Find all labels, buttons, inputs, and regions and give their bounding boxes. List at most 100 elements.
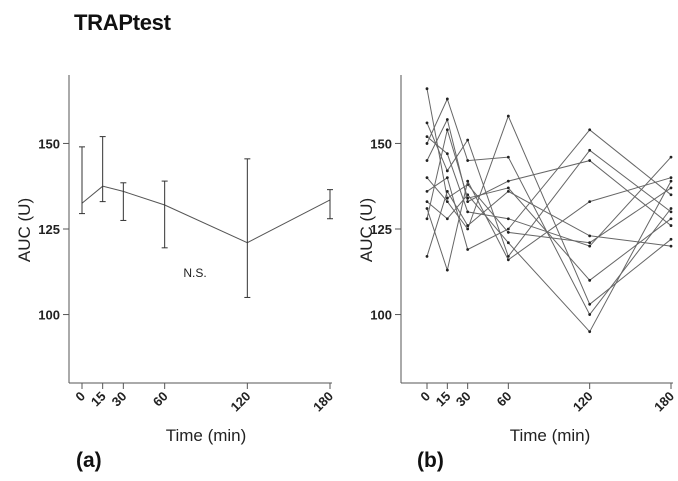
data-point	[466, 248, 470, 251]
data-point	[445, 268, 449, 272]
data-point	[506, 186, 510, 190]
x-tick-label: 30	[453, 389, 474, 410]
x-tick-label: 120	[570, 389, 596, 415]
x-axis-title: Time (min)	[510, 426, 591, 445]
x-tick-label: 60	[150, 389, 171, 410]
data-point	[425, 254, 429, 258]
series-line-1	[81, 185, 331, 244]
series-line-2	[426, 122, 672, 258]
y-axis-title: AUC (U)	[357, 198, 376, 262]
data-point	[425, 121, 429, 125]
panel-a-label: (a)	[76, 449, 102, 472]
data-point	[588, 330, 592, 334]
data-point	[506, 227, 510, 231]
axes	[400, 75, 673, 384]
x-tick-label: 30	[109, 389, 130, 410]
data-point	[588, 302, 592, 306]
y-tick-label: 150	[38, 136, 60, 151]
data-point	[466, 227, 470, 231]
data-point	[445, 118, 449, 121]
data-point	[669, 237, 673, 241]
data-point	[425, 142, 429, 145]
data-point	[588, 200, 592, 204]
data-point	[588, 234, 592, 238]
chart-panel-a: 100 125 150 0 15 30 60 120 180 Time (min) AUC (U) N…	[15, 75, 336, 445]
data-point	[506, 217, 510, 221]
y-axis-title: AUC (U)	[15, 198, 34, 262]
data-point	[588, 128, 592, 132]
x-tick-label: 15	[433, 389, 454, 410]
x-tick-label: 15	[88, 389, 109, 410]
data-point	[445, 128, 449, 132]
y-tick-label: 125	[370, 222, 392, 237]
data-point	[506, 258, 510, 262]
data-point	[669, 244, 673, 248]
data-point	[425, 207, 429, 210]
data-point	[466, 159, 470, 162]
data-point	[445, 200, 449, 204]
data-point	[669, 224, 673, 227]
data-point	[425, 217, 429, 221]
data-point	[669, 207, 673, 210]
x-tick-label: 120	[228, 389, 254, 415]
data-point	[588, 159, 592, 162]
data-point	[588, 278, 592, 282]
x-tick-label: 0	[417, 389, 433, 405]
data-point	[506, 254, 510, 258]
series-line-5	[426, 118, 672, 226]
data-point	[425, 87, 429, 91]
data-point	[669, 155, 673, 159]
data-point	[588, 313, 592, 316]
data-point	[669, 179, 673, 183]
x-axis-title: Time (min)	[166, 426, 247, 445]
data-point	[588, 244, 592, 248]
y-tick-label: 150	[370, 136, 392, 151]
data-point	[588, 148, 592, 152]
data-point	[445, 176, 449, 180]
data-point	[425, 200, 429, 204]
data-point	[466, 224, 470, 227]
data-point	[466, 210, 470, 214]
series-line-4	[426, 97, 672, 316]
series-line-7	[426, 129, 672, 251]
data-point	[425, 135, 429, 139]
data-point	[506, 179, 510, 183]
chart-panel-b: 100 125 150 0 15 30 60 120 180 Time (min) AUC (U)	[357, 75, 677, 445]
series-line-3	[426, 136, 672, 247]
data-point	[445, 196, 449, 200]
data-point	[425, 176, 429, 180]
series-line-9	[426, 177, 672, 272]
annotation-ns: N.S.	[183, 266, 206, 280]
data-point	[445, 189, 449, 193]
data-point	[506, 114, 510, 118]
series-line-6	[426, 114, 672, 306]
data-point	[669, 217, 673, 221]
data-point	[425, 189, 429, 193]
data-point	[445, 217, 449, 221]
x-tick-label: 180	[310, 389, 336, 415]
y-tick-label: 100	[370, 308, 392, 323]
data-point	[669, 176, 673, 180]
axes	[68, 75, 332, 384]
data-point	[425, 159, 429, 162]
y-tick-label: 125	[38, 222, 60, 237]
data-point	[466, 200, 470, 204]
data-point	[506, 155, 510, 159]
x-tick-label: 180	[651, 389, 677, 415]
x-tick-label: 0	[72, 389, 88, 405]
data-point	[466, 196, 470, 200]
series-line-8	[426, 180, 672, 333]
data-point	[506, 231, 510, 234]
data-point	[669, 186, 673, 190]
data-point	[445, 97, 449, 101]
data-point	[669, 210, 673, 214]
data-point	[506, 189, 510, 193]
data-point	[445, 169, 449, 173]
data-point	[669, 193, 673, 197]
figure-title: TRAPtest	[74, 10, 171, 35]
panel-b-label: (b)	[417, 449, 444, 472]
data-point	[445, 152, 449, 156]
series-line-11	[426, 190, 672, 257]
series-line-10	[426, 127, 672, 281]
